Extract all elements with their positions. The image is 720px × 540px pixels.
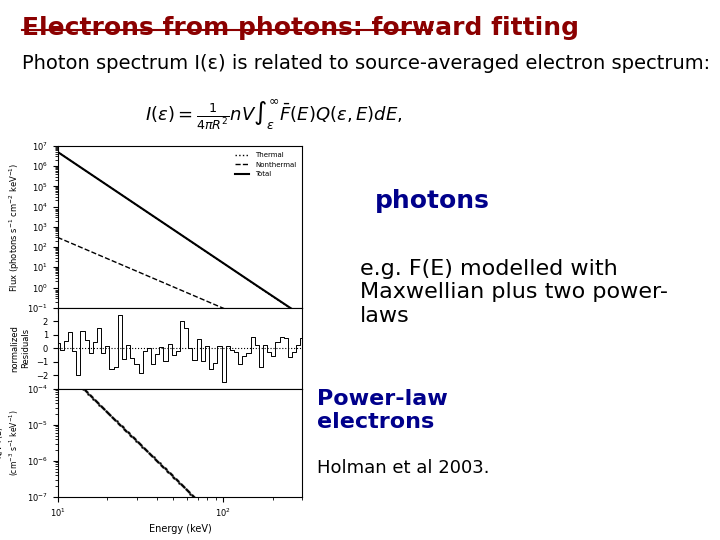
Total bbox=[119, 192, 127, 199]
Y-axis label: normalized
Residuals: normalized Residuals bbox=[11, 325, 30, 372]
Nonthermal bbox=[119, 262, 127, 268]
Nonthermal bbox=[298, 339, 307, 345]
Nonthermal bbox=[63, 238, 72, 245]
Text: Photon spectrum I(ε) is related to source-averaged electron spectrum:: Photon spectrum I(ε) is related to sourc… bbox=[22, 54, 710, 73]
Nonthermal bbox=[277, 330, 286, 336]
Nonthermal bbox=[53, 234, 62, 241]
Thermal bbox=[68, 159, 77, 165]
Thermal bbox=[53, 148, 62, 155]
Thermal bbox=[277, 299, 286, 306]
Thermal bbox=[286, 305, 294, 312]
Text: Holman et al 2003.: Holman et al 2003. bbox=[317, 459, 490, 477]
Y-axis label: Flux (photons s$^{-1}$ cm$^{-2}$ keV$^{-1}$): Flux (photons s$^{-1}$ cm$^{-2}$ keV$^{-… bbox=[7, 162, 22, 292]
Total bbox=[53, 148, 62, 155]
Nonthermal bbox=[286, 334, 294, 340]
Text: Electrons from photons: forward fitting: Electrons from photons: forward fitting bbox=[22, 16, 579, 40]
Total bbox=[68, 159, 77, 165]
Y-axis label: n$_{\rm e}$V F(E)
(cm$^{-3}$ s$^{-1}$ keV$^{-1}$): n$_{\rm e}$V F(E) (cm$^{-3}$ s$^{-1}$ ke… bbox=[0, 409, 22, 476]
Legend: Thermal, Nonthermal, Total: Thermal, Nonthermal, Total bbox=[233, 149, 299, 180]
Nonthermal bbox=[99, 254, 107, 260]
Total bbox=[99, 179, 107, 186]
Total bbox=[298, 313, 307, 319]
X-axis label: Energy (keV): Energy (keV) bbox=[148, 524, 212, 535]
Total bbox=[63, 156, 72, 162]
Text: e.g. F(E) modelled with
Maxwellian plus two power-
laws: e.g. F(E) modelled with Maxwellian plus … bbox=[360, 259, 668, 326]
Thermal bbox=[63, 156, 72, 162]
Thermal bbox=[298, 313, 307, 320]
Text: photons: photons bbox=[374, 189, 490, 213]
Thermal bbox=[119, 192, 127, 199]
Nonthermal bbox=[68, 240, 77, 247]
Text: $I(\epsilon) = \frac{1}{4\pi R^2} nV \int_{\epsilon}^{\infty} \bar{F}(E)Q(\epsil: $I(\epsilon) = \frac{1}{4\pi R^2} nV \in… bbox=[145, 97, 402, 132]
Line: Nonthermal: Nonthermal bbox=[58, 238, 302, 342]
Line: Thermal: Thermal bbox=[58, 152, 302, 316]
Total bbox=[277, 299, 286, 305]
Line: Total: Total bbox=[58, 152, 302, 316]
Text: Power-law
electrons: Power-law electrons bbox=[317, 389, 448, 432]
Total bbox=[286, 305, 294, 311]
Thermal bbox=[99, 179, 107, 186]
